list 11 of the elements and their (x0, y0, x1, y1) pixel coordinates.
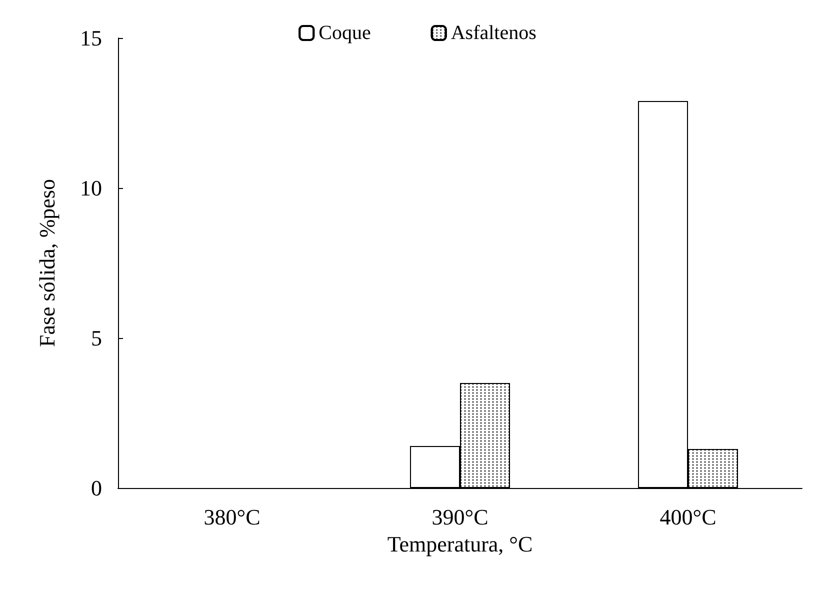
x-axis-title: Temperatura, °C (387, 532, 533, 556)
x-tick-label: 400°C (660, 504, 716, 530)
y-tick-label: 10 (80, 176, 102, 200)
y-tick-label: 15 (80, 26, 102, 50)
y-axis-title: Fase sólida, %peso (34, 178, 60, 348)
y-tick-label: 5 (91, 326, 102, 350)
legend-label: Coque (318, 22, 371, 44)
y-tick-label: 0 (91, 476, 102, 500)
x-tick-label: 390°C (432, 504, 488, 530)
legend-label: Asfaltenos (450, 22, 537, 44)
x-tick-label: 380°C (204, 504, 260, 530)
